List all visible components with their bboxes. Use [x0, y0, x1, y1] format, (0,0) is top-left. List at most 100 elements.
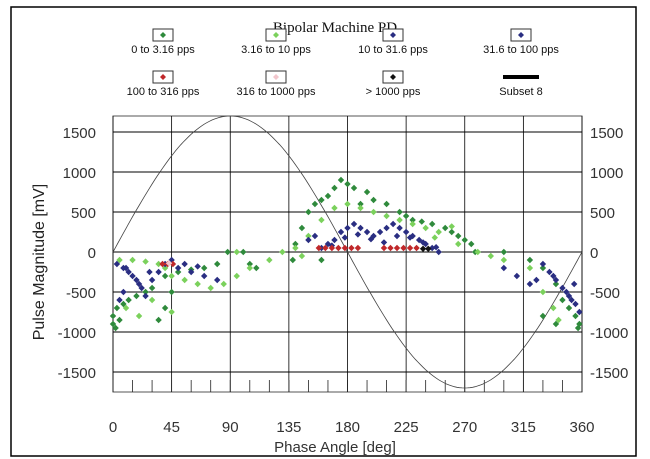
data-point [113, 304, 121, 312]
x-tick-label: 270 [452, 419, 477, 436]
data-point [331, 204, 338, 212]
data-point [122, 304, 130, 312]
legend-item: 316 to 1000 pps [237, 70, 316, 98]
data-point [428, 220, 436, 228]
data-point [474, 248, 481, 256]
chart-title: Bipolar Machine PD [273, 20, 397, 36]
data-point [409, 220, 416, 228]
legend-item: 31.6 to 100 pps [483, 28, 559, 56]
data-point [396, 208, 403, 216]
legend-item: > 1000 pps [366, 70, 421, 98]
data-point [461, 236, 468, 244]
data-point [387, 244, 394, 252]
data-point [187, 268, 195, 276]
data-point [350, 184, 358, 192]
data-point [539, 312, 547, 320]
data-point [500, 256, 508, 264]
data-point [435, 228, 442, 236]
data-point [125, 296, 132, 304]
data-point [348, 244, 355, 252]
data-point [311, 232, 319, 240]
data-point [400, 244, 407, 252]
x-tick-label: 135 [276, 419, 301, 436]
data-points [109, 176, 583, 332]
y-tick-label-left: -500 [66, 285, 96, 302]
data-point [383, 200, 390, 208]
data-point [565, 292, 573, 300]
data-point [181, 260, 188, 268]
data-point [318, 216, 325, 224]
data-point [539, 288, 547, 296]
data-point [432, 244, 440, 251]
data-point [380, 244, 388, 252]
data-point [409, 216, 416, 224]
data-point [305, 236, 312, 244]
data-point [539, 260, 547, 268]
data-point [168, 272, 175, 280]
data-point [305, 232, 312, 240]
data-point [315, 244, 323, 252]
data-point [138, 284, 145, 292]
data-point [129, 256, 136, 264]
x-tick-label: 90 [222, 419, 239, 436]
data-point [116, 296, 123, 304]
data-point [559, 284, 566, 292]
data-point [155, 316, 162, 324]
data-point [305, 208, 312, 216]
y-tick-label-right: 0 [590, 245, 598, 262]
data-point [142, 292, 149, 300]
legend-marker [518, 32, 524, 38]
data-point [555, 316, 562, 324]
data-point [168, 256, 175, 264]
data-point [526, 256, 534, 264]
data-point [422, 224, 429, 232]
legend-label: > 1000 pps [366, 86, 421, 98]
data-point [350, 220, 358, 228]
data-point [289, 256, 296, 264]
x-tick-label: 360 [569, 419, 594, 436]
data-point [559, 296, 566, 304]
legend-marker [160, 32, 166, 38]
data-point [159, 260, 166, 268]
grid [112, 116, 583, 392]
data-point [148, 284, 156, 292]
data-point [363, 188, 371, 196]
x-tick-label: 315 [511, 419, 536, 436]
legend-label: 3.16 to 10 pps [241, 44, 311, 56]
data-point [568, 296, 575, 304]
data-point [526, 264, 534, 272]
data-point [406, 244, 414, 252]
data-point [194, 263, 201, 270]
data-point [207, 284, 214, 292]
data-point [331, 236, 338, 244]
data-point [563, 288, 570, 296]
data-point [165, 260, 173, 267]
data-point [109, 312, 117, 320]
legend-marker [273, 74, 279, 80]
data-point [550, 272, 557, 280]
data-point [116, 256, 123, 264]
y-tick-label-right: -1000 [590, 325, 628, 342]
legend-label: 316 to 1000 pps [237, 86, 316, 98]
data-point [331, 184, 338, 192]
reference-sine-curve [112, 115, 583, 389]
data-point [565, 304, 573, 312]
data-point [246, 260, 253, 268]
data-point [220, 280, 227, 288]
legend-label: 100 to 316 pps [127, 86, 200, 98]
data-point [174, 264, 182, 272]
data-point [574, 324, 582, 332]
data-point [116, 316, 123, 324]
data-point [442, 224, 449, 232]
data-point [142, 288, 149, 296]
data-point [468, 240, 475, 248]
data-point [572, 300, 579, 308]
data-point [487, 252, 495, 260]
y-tick-label-left: 500 [71, 205, 96, 222]
data-point [448, 228, 455, 236]
y-tick-label-left: 1500 [63, 125, 96, 142]
y-tick-label-right: 500 [590, 205, 615, 222]
data-point [357, 200, 364, 208]
x-tick-labels: 0 45 90 135 180 225 270 315 360 [109, 419, 595, 436]
y-tick-labels-right: 1500 1000 500 0 -500 -1000 -1500 [590, 125, 628, 382]
